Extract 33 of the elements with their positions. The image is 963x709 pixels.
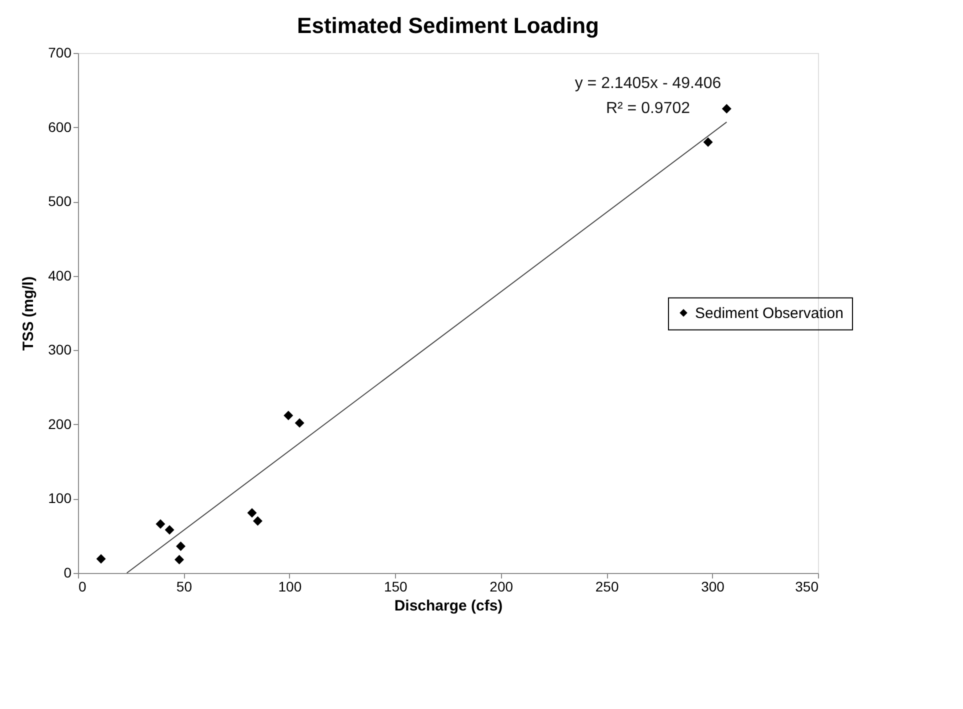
x-tick-label: 0 bbox=[78, 578, 86, 594]
x-tick-label: 200 bbox=[490, 578, 514, 594]
legend-label: Sediment Observation bbox=[695, 304, 844, 322]
x-axis-title: Discharge (cfs) bbox=[394, 598, 503, 614]
x-tick-label: 250 bbox=[595, 578, 619, 594]
point bbox=[284, 410, 294, 420]
x-tick-label: 350 bbox=[795, 578, 819, 594]
y-tick-label: 0 bbox=[64, 564, 72, 580]
point bbox=[252, 516, 262, 526]
x-tick-label: 50 bbox=[176, 578, 192, 594]
point bbox=[703, 137, 713, 147]
point bbox=[156, 519, 166, 529]
point bbox=[247, 508, 257, 518]
y-axis-title: TSS (mg/l) bbox=[20, 276, 38, 351]
x-tick-label: 150 bbox=[384, 578, 408, 594]
y-tick-label: 500 bbox=[48, 193, 72, 210]
point bbox=[176, 542, 186, 551]
point bbox=[722, 104, 732, 114]
x-tick-label: 100 bbox=[278, 578, 302, 594]
point bbox=[174, 554, 184, 564]
x-tick-label: 300 bbox=[701, 578, 725, 594]
annotation: y = 2.1405x - 49.406 bbox=[574, 75, 722, 92]
y-tick-label: 400 bbox=[48, 267, 72, 284]
y-tick-label: 600 bbox=[48, 118, 72, 135]
y-tick-label: 300 bbox=[48, 342, 72, 358]
y-tick-label: 100 bbox=[48, 490, 72, 506]
chart-title: Estimated Sediment Loading bbox=[297, 13, 599, 38]
point bbox=[164, 525, 174, 535]
annotation: R² = 0.9702 bbox=[606, 100, 690, 117]
point bbox=[294, 418, 304, 428]
point bbox=[96, 554, 106, 564]
y-tick-label: 700 bbox=[48, 44, 72, 60]
y-tick-label: 200 bbox=[48, 416, 72, 432]
